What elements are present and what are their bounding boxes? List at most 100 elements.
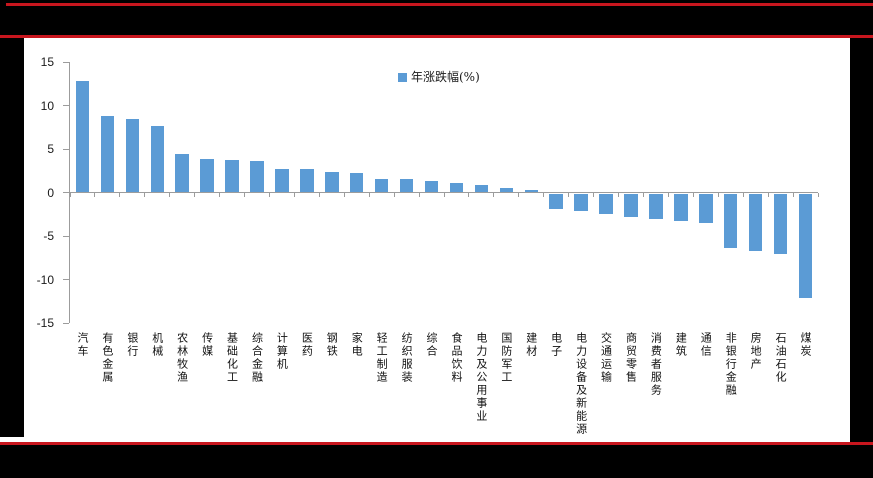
bar [150,126,164,193]
category-label-text: 通信 [699,332,713,358]
category-label: 建筑 [668,332,693,440]
bar [674,193,688,222]
bar [399,179,414,193]
bar [424,181,439,193]
x-tick-mark [443,193,445,197]
x-tick-mark [368,193,370,197]
category-label: 钢铁 [319,332,344,440]
y-tick-label: -5 [43,229,54,243]
x-tick-mark [568,193,570,197]
x-tick-mark [293,193,295,197]
category-label: 交通运输 [594,332,619,440]
category-label-text: 电子 [549,332,563,358]
bar [499,188,514,193]
category-label: 医药 [294,332,319,440]
x-tick-mark [767,193,769,197]
bar [549,193,563,210]
x-tick-mark [94,193,96,197]
x-axis-line [70,192,818,193]
y-tick-mark [63,235,69,237]
category-label: 电子 [544,332,569,440]
bar [798,193,813,298]
category-label: 消费者服务 [643,332,668,440]
category-label-text: 消费者服务 [649,332,663,397]
category-label-text: 有色金属 [100,332,114,384]
bar [574,193,588,211]
bar [599,193,613,214]
y-tick-label: 0 [47,185,54,200]
category-label-text: 非银行金融 [724,332,738,397]
category-label-text: 国防军工 [499,332,513,384]
category-label-text: 纺织服装 [400,332,414,384]
category-label: 传媒 [195,332,220,440]
x-tick-mark [618,193,620,197]
bar [250,161,264,193]
y-tick-mark [63,105,69,106]
bar [624,193,638,217]
category-label-text: 石油石化 [774,332,788,384]
y-axis-labels: 15 10 5 0 -5 -10 -15 [24,55,62,330]
x-tick-mark [418,193,420,197]
category-label: 机械 [145,332,170,440]
category-label-text: 农林牧渔 [175,332,189,384]
category-label: 有色金属 [95,332,120,440]
bar [773,193,788,255]
x-tick-mark [268,193,270,197]
bar [125,118,140,193]
category-label: 综合金融 [245,332,270,440]
category-label: 电力及公用事业 [469,332,494,440]
x-axis-labels: 汽车 有色金属 银行 机械 农林牧渔 传媒 基础化工 综合金融 计算机 医药 钢铁 家电 轻工制造 纺织服… [70,332,818,440]
x-tick-mark [717,193,719,197]
x-tick-mark [144,193,146,197]
x-tick-mark [69,193,71,197]
legend-label: 年涨跌幅(%) [411,70,480,84]
category-label-text: 汽车 [75,332,89,358]
category-label: 轻工制造 [369,332,394,440]
category-label-text: 食品饮料 [449,332,463,384]
x-tick-mark [393,193,395,197]
category-label: 非银行金融 [718,332,743,440]
category-label-text: 综合金融 [250,332,264,384]
x-tick-mark [119,193,121,197]
x-tick-mark [792,193,794,197]
category-label: 汽车 [70,332,95,440]
legend-swatch [398,72,407,82]
category-label-text: 传媒 [200,332,214,358]
x-tick-mark [742,193,744,197]
bar [200,158,214,193]
bar [225,160,239,193]
category-label: 食品饮料 [444,332,469,440]
category-label-text: 机械 [150,332,164,358]
x-tick-mark [543,193,545,197]
x-tick-mark [343,193,345,197]
category-label-text: 房地产 [749,332,763,371]
y-tick-mark [63,322,69,324]
bar [175,154,189,193]
category-label-text: 家电 [350,332,364,358]
legend: 年涨跌幅(%) [398,71,480,83]
x-tick-mark [518,193,520,197]
category-label: 基础化工 [220,332,245,440]
y-tick-label: 5 [47,142,54,156]
bar [699,193,713,224]
y-axis-line [69,62,70,323]
category-label: 建材 [519,332,544,440]
y-tick-label: 10 [40,98,54,113]
x-tick-mark [468,193,470,197]
bar [350,173,364,193]
category-label: 纺织服装 [394,332,419,440]
bar [524,189,538,193]
bar [75,81,90,193]
category-label: 计算机 [269,332,294,440]
category-label-text: 交通运输 [599,332,613,384]
category-label-text: 计算机 [275,332,289,371]
category-label: 银行 [120,332,145,440]
category-label-text: 轻工制造 [375,332,389,384]
bottom-left-sliver [0,437,24,442]
plot-area [63,61,819,324]
category-label-text: 电力及公用事业 [474,332,488,423]
bar [374,178,389,193]
bar [100,115,115,193]
x-tick-mark [219,193,221,197]
y-tick-mark [63,279,69,280]
